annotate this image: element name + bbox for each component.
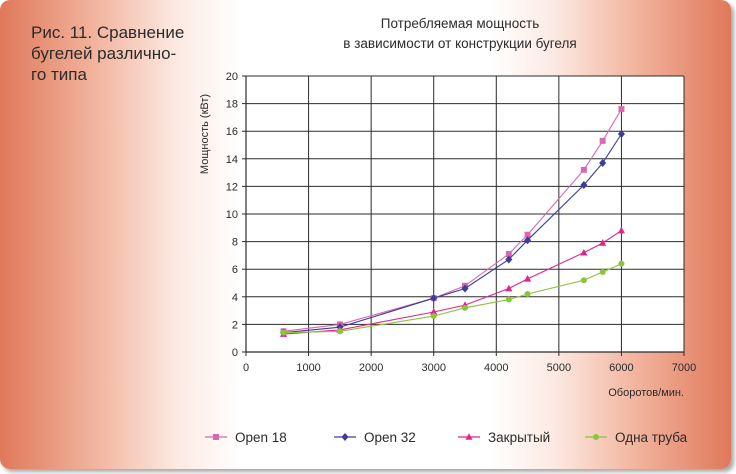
data-point (599, 268, 606, 275)
legend-marker (593, 434, 599, 440)
data-point (430, 313, 437, 320)
data-point (618, 106, 625, 113)
x-tick-label: 0 (243, 362, 249, 374)
y-axis-title: Мощность (кВт) (199, 94, 211, 174)
legend-label: Open 32 (364, 430, 416, 445)
y-tick-label: 16 (226, 126, 238, 138)
y-tick-label: 10 (226, 209, 238, 221)
data-point (461, 284, 469, 293)
data-point (618, 260, 625, 267)
y-tick-label: 0 (232, 347, 238, 359)
data-point (599, 137, 606, 144)
x-tick-label: 1000 (296, 362, 320, 374)
legend-label: Одна труба (615, 430, 688, 445)
data-point (505, 284, 513, 292)
data-point (580, 166, 587, 173)
y-tick-label: 2 (232, 319, 238, 331)
data-point (580, 248, 588, 256)
data-point (462, 304, 468, 311)
y-tick-label: 4 (232, 292, 238, 304)
legend-label: Open 18 (235, 430, 287, 445)
data-point (336, 328, 343, 335)
x-tick-label: 3000 (421, 362, 445, 374)
x-tick-label: 2000 (359, 362, 383, 374)
data-point (430, 294, 438, 303)
y-tick-label: 14 (226, 154, 238, 166)
x-tick-label: 7000 (672, 362, 696, 374)
data-point (505, 296, 512, 303)
data-point (280, 329, 287, 336)
data-point (580, 277, 587, 284)
y-tick-label: 6 (232, 264, 238, 276)
x-tick-label: 5000 (547, 362, 571, 374)
legend-marker (213, 434, 219, 440)
y-tick-label: 8 (232, 237, 238, 249)
y-tick-label: 18 (226, 99, 238, 111)
data-point (505, 255, 513, 264)
legend-marker (341, 433, 349, 441)
data-point (599, 239, 607, 246)
legend-marker (465, 433, 473, 440)
data-point (505, 251, 512, 258)
legend-label: Закрытый (488, 430, 550, 445)
data-point (524, 231, 531, 238)
data-point (617, 226, 626, 234)
y-tick-label: 12 (226, 181, 238, 193)
data-point (523, 275, 532, 282)
data-point (580, 181, 588, 190)
data-point (617, 129, 625, 138)
x-axis-title: Оборотов/мин. (608, 387, 684, 399)
data-point (599, 158, 607, 167)
y-tick-label: 20 (226, 71, 238, 83)
figure-caption: Рис. 11. Сравнение бугелей различно- го … (31, 23, 185, 84)
x-tick-label: 4000 (484, 362, 508, 374)
data-point (430, 308, 438, 315)
chart-title: Потребляемая мощность в зависимости от к… (343, 16, 577, 51)
data-point (524, 236, 532, 245)
x-tick-label: 6000 (609, 362, 633, 374)
data-point (524, 291, 531, 298)
